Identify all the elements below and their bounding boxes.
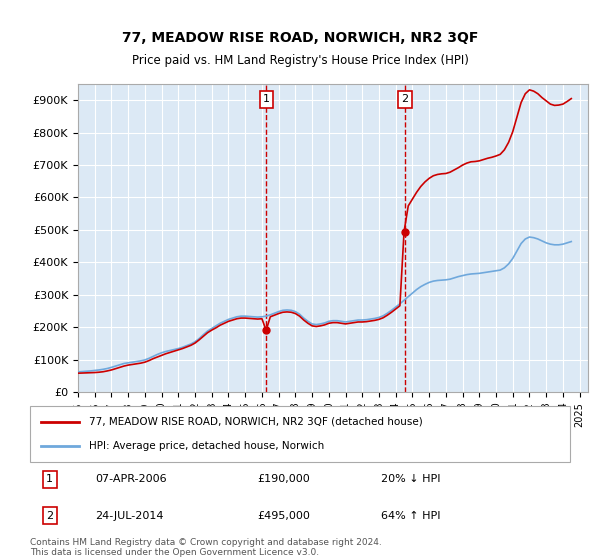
Text: 2: 2 — [46, 511, 53, 521]
Text: 2: 2 — [401, 95, 409, 104]
Text: 07-APR-2006: 07-APR-2006 — [95, 474, 166, 484]
Text: 64% ↑ HPI: 64% ↑ HPI — [381, 511, 440, 521]
Text: Contains HM Land Registry data © Crown copyright and database right 2024.
This d: Contains HM Land Registry data © Crown c… — [30, 538, 382, 557]
Text: £495,000: £495,000 — [257, 511, 310, 521]
Text: 24-JUL-2014: 24-JUL-2014 — [95, 511, 163, 521]
Text: 77, MEADOW RISE ROAD, NORWICH, NR2 3QF: 77, MEADOW RISE ROAD, NORWICH, NR2 3QF — [122, 31, 478, 45]
Text: 20% ↓ HPI: 20% ↓ HPI — [381, 474, 440, 484]
Text: Price paid vs. HM Land Registry's House Price Index (HPI): Price paid vs. HM Land Registry's House … — [131, 54, 469, 67]
Text: 1: 1 — [46, 474, 53, 484]
Text: 77, MEADOW RISE ROAD, NORWICH, NR2 3QF (detached house): 77, MEADOW RISE ROAD, NORWICH, NR2 3QF (… — [89, 417, 423, 427]
Text: 1: 1 — [263, 95, 270, 104]
Text: HPI: Average price, detached house, Norwich: HPI: Average price, detached house, Norw… — [89, 441, 325, 451]
Text: £190,000: £190,000 — [257, 474, 310, 484]
